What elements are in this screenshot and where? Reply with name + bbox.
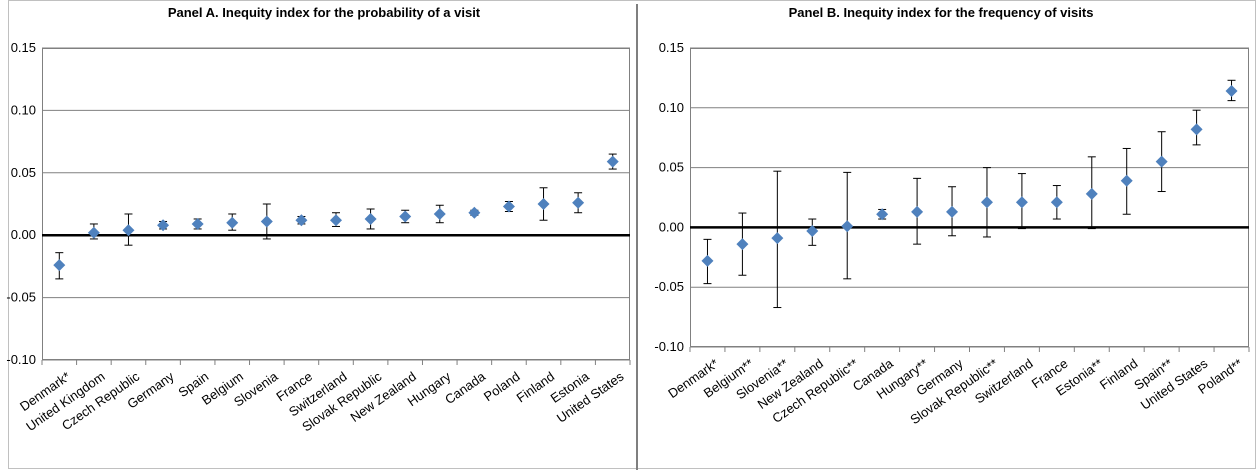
panel-a-data-point xyxy=(226,216,239,229)
panel-a-data-point xyxy=(537,198,550,210)
panel-a-data-point xyxy=(606,155,619,168)
panel-b-data-point xyxy=(1015,196,1028,209)
panel-b-title: Panel B. Inequity index for the frequenc… xyxy=(789,5,1094,20)
panel-a-data-point xyxy=(502,200,515,213)
panel-b-data-point xyxy=(1190,123,1203,136)
panel-a-data-point xyxy=(295,214,308,227)
panel-b-data-point xyxy=(1085,187,1098,200)
panel-a-data-point xyxy=(364,212,377,225)
panel-b-y-tick-label: 0.05 xyxy=(659,160,684,175)
panel-b-data-point xyxy=(701,254,714,267)
panel-a-y-tick-label: 0.10 xyxy=(11,102,36,117)
panel-a-data-point xyxy=(157,219,170,232)
panel-a-data-point xyxy=(399,210,412,223)
panel-a-data-point xyxy=(468,206,481,219)
panel-a-y-tick-label: -0.05 xyxy=(6,290,36,305)
panel-b-y-tick-label: -0.05 xyxy=(654,279,684,294)
panel-a-y-tick-label: 0.00 xyxy=(11,227,36,242)
panel-a: Panel A. Inequity index for the probabil… xyxy=(6,5,631,434)
panel-b-data-point xyxy=(1120,174,1133,187)
panel-b-data-point xyxy=(771,232,784,245)
panel-b-data-point xyxy=(736,238,749,251)
panel-a-data-point xyxy=(260,215,273,228)
panel-b-data-point xyxy=(841,220,854,233)
panel-a-data-point xyxy=(53,259,66,272)
panel-b-y-tick-label: 0.00 xyxy=(659,219,684,234)
panel-b-data-point xyxy=(911,205,924,218)
panel-a-y-tick-label: -0.10 xyxy=(6,352,36,367)
panel-b-data-point xyxy=(876,208,889,221)
panel-b-data-point xyxy=(1225,85,1238,98)
panel-b-y-tick-label: -0.10 xyxy=(654,339,684,354)
panel-a-data-point xyxy=(330,214,342,227)
panel-a-y-tick-label: 0.15 xyxy=(11,40,36,55)
panel-b-data-point xyxy=(1050,196,1063,209)
panel-b-data-point xyxy=(806,224,819,237)
panel-a-title: Panel A. Inequity index for the probabil… xyxy=(168,5,481,20)
panel-a-data-point xyxy=(122,224,135,237)
panel-b: Panel B. Inequity index for the frequenc… xyxy=(654,5,1250,427)
panel-a-data-point xyxy=(191,217,204,230)
panel-b-data-point xyxy=(980,196,993,209)
panel-b-data-point xyxy=(946,205,959,218)
panel-a-y-tick-label: 0.05 xyxy=(11,165,36,180)
panel-b-data-point xyxy=(1155,155,1168,168)
panel-a-data-point xyxy=(87,226,100,239)
panel-b-plot-area xyxy=(690,48,1249,347)
panel-a-data-point xyxy=(572,196,585,209)
panel-b-y-tick-label: 0.10 xyxy=(659,100,684,115)
panel-b-y-tick-label: 0.15 xyxy=(659,40,684,55)
panel-a-data-point xyxy=(433,207,446,220)
